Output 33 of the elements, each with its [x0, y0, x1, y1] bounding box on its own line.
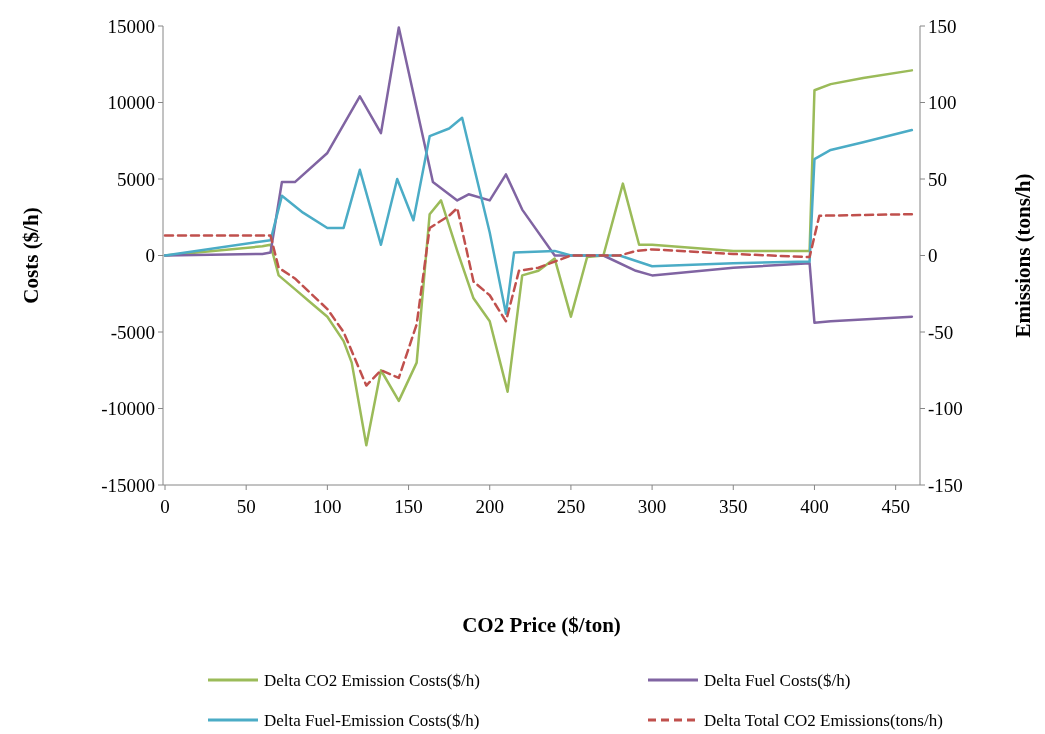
y-tick-label: 15000: [107, 15, 155, 37]
y2-tick-label: -100: [928, 398, 963, 420]
line-series: [163, 206, 914, 387]
y-tick-label: 0: [145, 245, 155, 267]
x-tick-label: 200: [475, 496, 504, 517]
legend-label: Delta CO2 Emission Costs($/h): [264, 670, 480, 690]
y2-tick-label: 100: [928, 92, 957, 114]
y-tick-label: -15000: [101, 474, 155, 496]
y2-tick-label: -50: [928, 321, 954, 343]
x-tick-label: 100: [313, 496, 342, 517]
y-tick-label: -5000: [110, 321, 155, 343]
x-tick-label: 150: [394, 496, 423, 517]
legend-label: Delta Fuel Costs($/h): [704, 670, 851, 690]
y2-tick-label: -150: [928, 474, 963, 496]
x-tick-label: 250: [556, 496, 586, 517]
y2-axis-title: Emissions (tons/h): [1011, 173, 1035, 338]
x-tick-label: 50: [236, 496, 256, 517]
y-tick-label: 5000: [117, 168, 155, 190]
x-tick-label: 350: [719, 496, 748, 517]
y2-tick-label: 150: [928, 15, 957, 37]
x-axis-title: CO2 Price ($/ton): [462, 613, 621, 637]
y2-tick-label: 0: [928, 245, 938, 267]
x-tick-label: 450: [881, 496, 910, 517]
legend-label: Delta Fuel-Emission Costs($/h): [264, 710, 480, 730]
y-tick-label: 10000: [107, 92, 155, 114]
x-tick-label: 300: [637, 496, 667, 517]
x-tick-label: 400: [800, 496, 829, 517]
y2-tick-label: 50: [928, 168, 947, 190]
y-axis-title: Costs ($/h): [19, 207, 43, 304]
y-tick-label: -10000: [101, 398, 155, 420]
legend-label: Delta Total CO2 Emissions(tons/h): [704, 710, 943, 730]
x-tick-label: 0: [160, 496, 170, 517]
line-series: [163, 116, 914, 315]
